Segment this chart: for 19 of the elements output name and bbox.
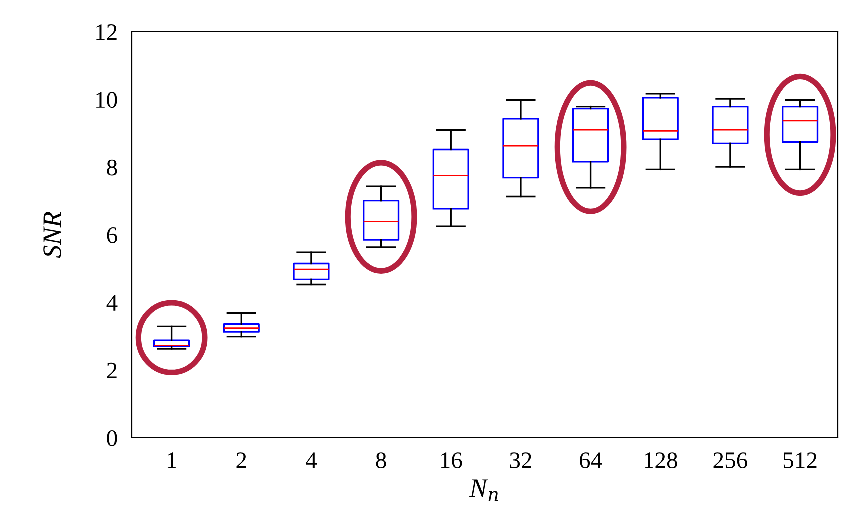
x-tick-label: 1 [168, 452, 176, 468]
x-tick-label: 64 [580, 452, 602, 469]
y-tick-label: 6 [107, 228, 118, 244]
y-tick-label: 8 [107, 160, 118, 176]
x-tick-label: 32 [510, 452, 532, 469]
x-tick-label: 256 [714, 452, 748, 469]
x-tick-label: 4 [306, 452, 317, 468]
y-tick-label: 12 [96, 24, 117, 40]
x-tick-label: 16 [441, 452, 462, 469]
x-axis-title: N$_{n}$ [470, 480, 498, 502]
y-tick-label: 0 [107, 430, 118, 446]
x-tick-label: 128 [644, 452, 678, 469]
y-tick-label: 10 [96, 92, 118, 108]
x-tick-label: 2 [236, 452, 246, 468]
y-tick-label: 4 [106, 295, 118, 311]
y-tick-label: 2 [107, 362, 117, 379]
y-axis-title: SNR [44, 212, 62, 258]
x-tick-label: 8 [376, 452, 386, 469]
x-tick-label: 512 [784, 452, 817, 469]
